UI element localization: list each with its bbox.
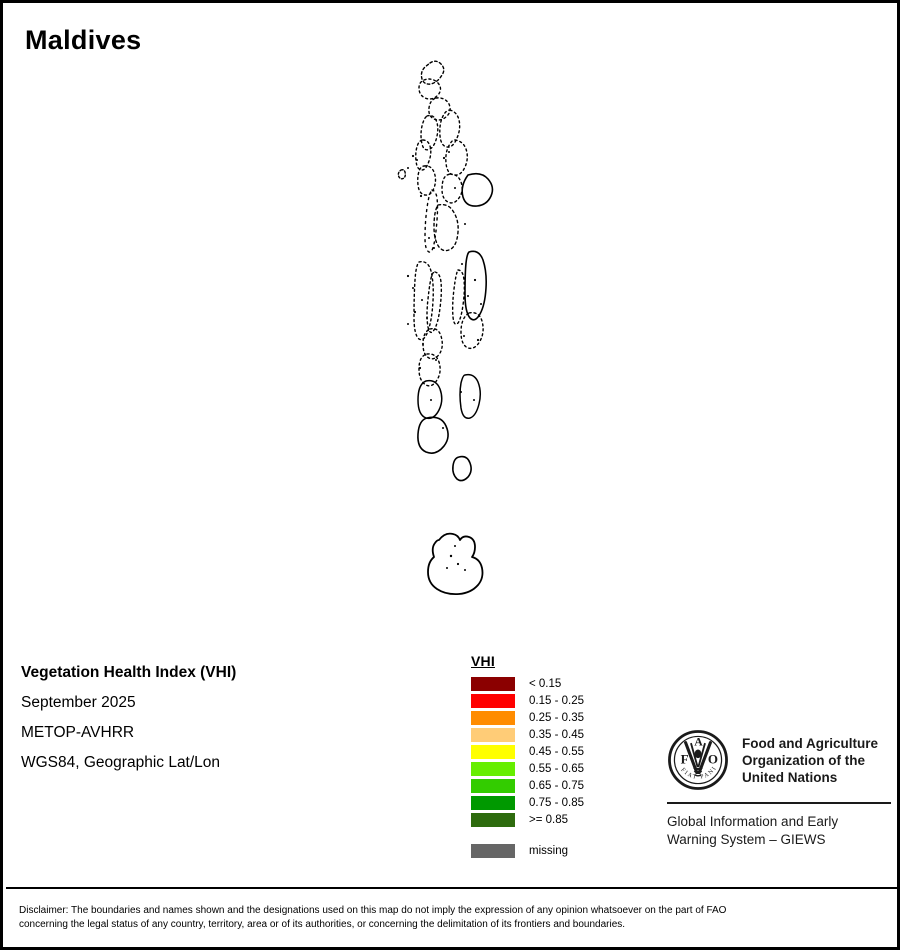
atoll-haa-dhaalu — [428, 97, 451, 121]
legend-swatch — [471, 676, 515, 691]
atoll-gaafu-north — [452, 455, 472, 482]
legend-item: 0.45 - 0.55 — [471, 743, 651, 760]
atoll-raa-south — [415, 139, 432, 171]
legend-item: 0.25 - 0.35 — [471, 709, 651, 726]
atoll-felidhu-east — [461, 172, 494, 207]
atoll-ihavandhippolhu — [420, 60, 445, 85]
maldives-atoll-outlines — [397, 60, 494, 596]
atoll-vaavu — [464, 250, 487, 321]
atoll-kolhumadulu — [417, 416, 449, 454]
fao-logo-icon: F A O FIAT PANIS — [667, 729, 728, 790]
legend-item: 0.65 - 0.75 — [471, 777, 651, 794]
atoll-ari-east-rim — [426, 271, 443, 334]
legend-item: >= 0.85 — [471, 811, 651, 828]
atoll-dhaalu — [418, 353, 441, 387]
legend-swatch — [471, 761, 515, 776]
atoll-outline-group — [397, 60, 494, 596]
giews-line-2: Warning System – GIEWS — [667, 832, 826, 847]
disclaimer-divider — [6, 887, 897, 889]
legend-item: < 0.15 — [471, 675, 651, 692]
giews-label: Global Information and Early Warning Sys… — [667, 813, 893, 849]
legend-label: >= 0.85 — [529, 813, 569, 826]
atoll-goidhoo — [397, 169, 407, 180]
atoll-north-male — [424, 189, 439, 253]
fao-emblem-letter-o: O — [708, 752, 718, 767]
metadata-indicator: Vegetation Health Index (VHI) — [21, 664, 237, 681]
legend-swatch — [471, 778, 515, 793]
fao-org-line-2: Organization of the — [742, 752, 865, 768]
legend-item: 0.55 - 0.65 — [471, 760, 651, 777]
legend-swatch — [471, 744, 515, 759]
atoll-male — [433, 203, 459, 252]
legend-label-missing: missing — [529, 844, 568, 857]
atoll-raa — [420, 114, 439, 151]
fao-emblem-letter-a: A — [694, 736, 703, 749]
legend-item: 0.15 - 0.25 — [471, 692, 651, 709]
atoll-faafu — [422, 327, 443, 360]
legend-label: < 0.15 — [529, 677, 562, 690]
disclaimer-line-2: concerning the legal status of any count… — [19, 919, 626, 930]
vhi-legend: VHI < 0.15 0.15 - 0.25 0.25 - 0.35 0.35 … — [471, 653, 651, 859]
legend-label: 0.65 - 0.75 — [529, 779, 584, 792]
atoll-vaavu-west-rim — [451, 269, 466, 325]
legend-swatch — [471, 812, 515, 827]
island-specks — [406, 151, 482, 571]
page-title: Maldives — [25, 25, 142, 55]
legend-swatch — [471, 710, 515, 725]
metadata-sensor: METOP-AVHRR — [21, 724, 135, 741]
fao-emblem-letter-f: F — [681, 752, 689, 767]
atoll-haa-alif — [418, 78, 442, 100]
legend-label: 0.15 - 0.25 — [529, 694, 584, 707]
map-metadata: Vegetation Health Index (VHI) September … — [21, 658, 441, 778]
legend-label: 0.35 - 0.45 — [529, 728, 584, 741]
fao-org-line-1: Food and Agriculture — [742, 735, 878, 751]
legend-label: 0.25 - 0.35 — [529, 711, 584, 724]
atoll-huvadhu — [427, 532, 484, 596]
legend-title: VHI — [471, 653, 495, 669]
legend-label: 0.45 - 0.55 — [529, 745, 584, 758]
legend-swatch — [471, 727, 515, 742]
disclaimer-text: Disclaimer: The boundaries and names sho… — [19, 904, 887, 932]
atoll-meemu — [460, 311, 484, 350]
metadata-period: September 2025 — [21, 694, 136, 711]
atoll-laamu — [459, 373, 482, 420]
legend-item: 0.35 - 0.45 — [471, 726, 651, 743]
metadata-projection: WGS84, Geographic Lat/Lon — [21, 754, 221, 771]
atoll-thaa — [417, 379, 443, 420]
legend-item: 0.75 - 0.85 — [471, 794, 651, 811]
fao-org-line-3: United Nations — [742, 769, 838, 785]
atoll-ari — [413, 261, 434, 341]
legend-swatch — [471, 693, 515, 708]
atoll-baa — [417, 165, 437, 196]
giews-line-1: Global Information and Early — [667, 814, 839, 829]
atoll-shaviyani — [439, 109, 461, 148]
legend-item-missing: missing — [471, 842, 651, 859]
map-canvas — [3, 48, 897, 628]
disclaimer-line-1: Disclaimer: The boundaries and names sho… — [19, 905, 727, 916]
atoll-noonu — [445, 139, 468, 176]
legend-label: 0.55 - 0.65 — [529, 762, 584, 775]
legend-label: 0.75 - 0.85 — [529, 796, 584, 809]
fao-organization-name: Food and Agriculture Organization of the… — [742, 735, 878, 786]
fao-branding: F A O FIAT PANIS Food and Agriculture Or… — [667, 729, 893, 849]
fao-divider — [667, 802, 891, 804]
atoll-lhaviyani — [441, 173, 463, 204]
legend-swatch-missing — [471, 843, 515, 858]
legend-swatch — [471, 795, 515, 810]
